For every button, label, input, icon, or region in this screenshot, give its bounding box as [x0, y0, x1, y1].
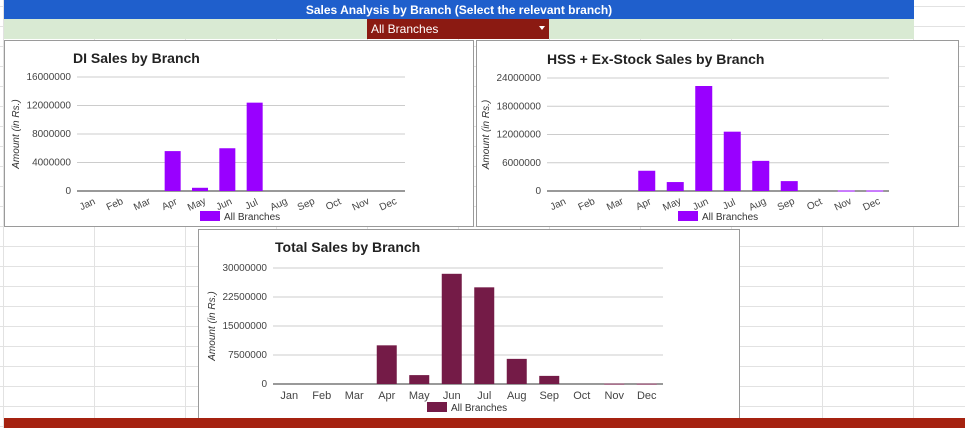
x-tick-label: Feb	[312, 390, 331, 402]
y-tick-label: 0	[535, 186, 541, 197]
bar-sep	[539, 375, 560, 384]
chevron-down-icon[interactable]	[539, 26, 545, 30]
x-tick-label: Jan	[549, 196, 568, 213]
legend-swatch	[200, 211, 220, 221]
hss-sales-chart: HSS + Ex-Stock Sales by Branch 0 6000000 12…	[476, 40, 959, 227]
hss-svg: HSS + Ex-Stock Sales by Branch 0 6000000 12…	[481, 51, 889, 223]
x-tick-label: Nov	[604, 390, 624, 402]
x-tick-label: Nov	[833, 196, 854, 213]
sheet-title: Sales Analysis by Branch (Select the rel…	[305, 2, 613, 17]
y-tick-label: 22500000	[223, 292, 268, 303]
total-svg: Total Sales by Branch 0 7500000 15000000 225…	[207, 239, 663, 414]
legend-swatch	[427, 402, 447, 412]
x-tick-label: Feb	[105, 196, 126, 213]
bar-jun	[441, 273, 462, 384]
bottom-bar	[4, 418, 965, 428]
branch-select[interactable]: All Branches	[367, 19, 549, 39]
y-tick-label: 15000000	[223, 321, 268, 332]
x-tick-label: Oct	[573, 390, 590, 402]
bar-dec	[866, 190, 884, 192]
bar-jun	[695, 86, 713, 191]
x-tick-label: Jan	[78, 196, 97, 213]
x-tick-label: Nov	[351, 196, 372, 213]
y-tick-label: 8000000	[32, 129, 71, 140]
bar-jul	[246, 102, 263, 191]
chart-title: DI Sales by Branch	[73, 50, 200, 66]
y-tick-label: 7500000	[228, 350, 267, 361]
bar-jun	[219, 148, 236, 191]
y-tick-label: 30000000	[223, 263, 268, 274]
bar-apr	[376, 345, 397, 384]
x-tick-label: Sep	[776, 196, 797, 214]
x-tick-label: Oct	[324, 196, 343, 213]
y-axis-label: Amount (in Rs.)	[207, 291, 218, 361]
y-tick-label: 0	[65, 186, 71, 197]
legend-label: All Branches	[224, 212, 280, 223]
bar-may	[666, 182, 684, 191]
y-axis-label: Amount (in Rs.)	[481, 100, 492, 170]
x-tick-label: Apr	[634, 196, 653, 213]
branch-select-value: All Branches	[371, 22, 439, 36]
x-tick-label: Jun	[691, 196, 710, 213]
x-tick-label: Feb	[577, 196, 598, 213]
bar-aug	[506, 358, 527, 384]
x-tick-label: Apr	[160, 196, 179, 213]
bar-aug	[752, 160, 770, 191]
bar-apr	[638, 170, 656, 191]
legend-label: All Branches	[702, 212, 758, 223]
bar-may	[192, 187, 208, 191]
chart-title: Total Sales by Branch	[275, 239, 420, 255]
y-tick-label: 12000000	[497, 130, 542, 141]
x-tick-label: Dec	[378, 196, 399, 213]
bar-may	[409, 375, 430, 384]
y-tick-label: 12000000	[27, 101, 72, 112]
x-tick-label: Jun	[215, 196, 234, 213]
y-tick-label: 4000000	[32, 158, 71, 169]
x-tick-label: Jun	[443, 390, 461, 402]
x-tick-label: Jul	[721, 197, 737, 212]
x-tick-label: Sep	[539, 390, 559, 402]
legend-swatch	[678, 211, 698, 221]
di-sales-chart: DI Sales by Branch 0 4000000 8000000 1200000…	[4, 40, 474, 227]
y-axis-label: Amount (in Rs.)	[11, 99, 22, 169]
total-sales-chart: Total Sales by Branch 0 7500000 15000000 225…	[198, 229, 740, 421]
bar-nov	[837, 190, 855, 192]
bar-dec	[636, 383, 657, 385]
y-tick-label: 24000000	[497, 73, 542, 84]
x-tick-label: Mar	[132, 196, 153, 214]
x-tick-label: Dec	[637, 390, 657, 402]
x-tick-label: Jul	[477, 390, 491, 402]
chart-title: HSS + Ex-Stock Sales by Branch	[547, 51, 764, 67]
x-tick-label: Mar	[605, 196, 626, 214]
sheet-title-bar: Sales Analysis by Branch (Select the rel…	[4, 0, 914, 19]
x-tick-label: Dec	[861, 196, 882, 213]
x-tick-label: Aug	[507, 390, 527, 402]
bar-jul	[474, 287, 495, 384]
bar-jul	[723, 131, 741, 191]
bar-apr	[164, 151, 181, 191]
di-svg: DI Sales by Branch 0 4000000 8000000 1200000…	[11, 50, 405, 223]
x-tick-label: Mar	[345, 390, 364, 402]
x-tick-label: Sep	[296, 196, 317, 214]
bar-nov	[604, 383, 625, 385]
x-tick-label: Jan	[280, 390, 298, 402]
x-tick-label: May	[409, 390, 430, 402]
x-tick-label: Aug	[269, 196, 290, 213]
y-tick-label: 0	[261, 379, 267, 390]
y-tick-label: 18000000	[497, 101, 542, 112]
x-tick-label: Aug	[747, 196, 768, 213]
x-tick-label: Apr	[378, 390, 395, 402]
x-tick-label: Oct	[805, 196, 824, 213]
y-tick-label: 6000000	[502, 158, 541, 169]
x-tick-label: Jul	[243, 197, 259, 212]
legend-label: All Branches	[451, 403, 507, 414]
bar-sep	[780, 181, 798, 191]
y-tick-label: 16000000	[27, 72, 72, 83]
